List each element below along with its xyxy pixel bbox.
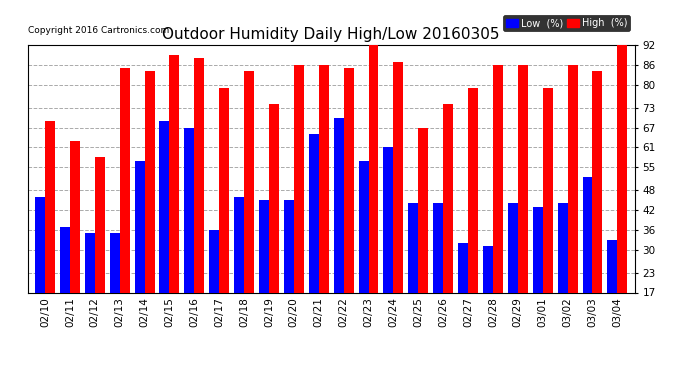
Bar [582,177,593,349]
Bar [119,68,130,349]
Bar [607,240,618,349]
Bar [359,160,368,349]
Bar [393,62,404,349]
Bar [543,88,553,349]
Bar [234,197,244,349]
Bar [269,104,279,349]
Bar [493,65,503,349]
Bar [60,226,70,349]
Bar [35,197,45,349]
Bar [170,55,179,349]
Bar [593,71,602,349]
Bar [344,68,353,349]
Bar [85,233,95,349]
Title: Outdoor Humidity Daily High/Low 20160305: Outdoor Humidity Daily High/Low 20160305 [162,27,500,42]
Bar [443,104,453,349]
Bar [309,134,319,349]
Bar [259,200,269,349]
Bar [508,203,518,349]
Text: Copyright 2016 Cartronics.com: Copyright 2016 Cartronics.com [28,26,169,35]
Bar [209,230,219,349]
Bar [558,203,568,349]
Bar [408,203,418,349]
Bar [433,203,443,349]
Bar [518,65,528,349]
Bar [458,243,468,349]
Bar [294,65,304,349]
Bar [284,200,294,349]
Bar [135,160,145,349]
Bar [219,88,229,349]
Bar [468,88,478,349]
Bar [159,121,170,349]
Bar [110,233,119,349]
Bar [368,38,379,349]
Bar [618,42,627,349]
Bar [568,65,578,349]
Bar [319,65,328,349]
Bar [195,58,204,349]
Bar [95,157,105,349]
Bar [45,121,55,349]
Bar [244,71,254,349]
Bar [483,246,493,349]
Bar [533,207,543,349]
Legend: Low  (%), High  (%): Low (%), High (%) [503,15,630,31]
Bar [145,71,155,349]
Bar [418,128,428,349]
Bar [184,128,195,349]
Bar [384,147,393,349]
Bar [334,118,344,349]
Bar [70,141,80,349]
